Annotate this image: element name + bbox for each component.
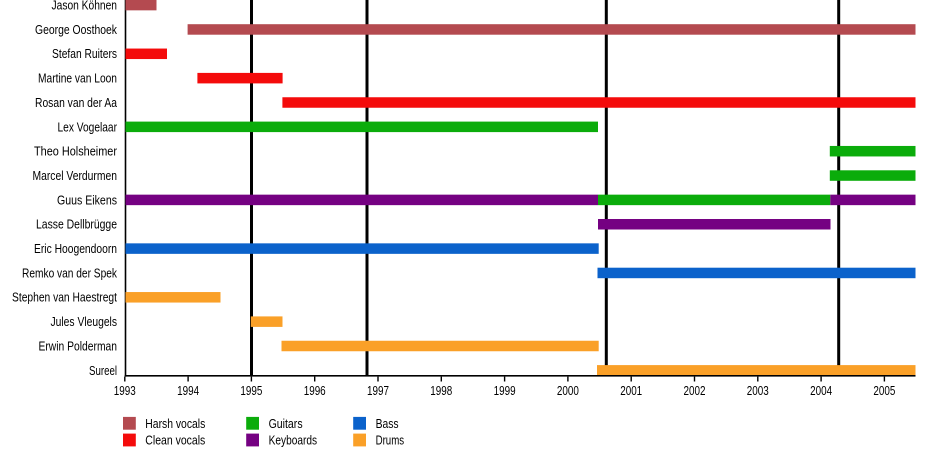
svg-text:Bass: Bass	[376, 417, 399, 431]
svg-text:Theo Holsheimer: Theo Holsheimer	[34, 145, 117, 159]
svg-text:Stephen van Haestregt: Stephen van Haestregt	[12, 291, 117, 305]
svg-text:Drums: Drums	[376, 434, 405, 448]
svg-text:Eric Hoogendoorn: Eric Hoogendoorn	[34, 242, 117, 256]
svg-text:Martine van Loon: Martine van Loon	[38, 72, 117, 86]
svg-text:2001: 2001	[620, 384, 642, 398]
svg-text:Sureel: Sureel	[89, 364, 117, 378]
svg-text:Clean vocals: Clean vocals	[145, 434, 205, 448]
svg-text:Remko van der Spek: Remko van der Spek	[22, 266, 118, 280]
svg-text:Harsh vocals: Harsh vocals	[145, 417, 205, 431]
svg-text:1994: 1994	[177, 384, 199, 398]
svg-text:1997: 1997	[367, 384, 389, 398]
svg-text:Guus Eikens: Guus Eikens	[57, 193, 117, 207]
svg-text:Marcel Verdurmen: Marcel Verdurmen	[33, 169, 118, 183]
svg-text:2005: 2005	[873, 384, 895, 398]
svg-text:2003: 2003	[747, 384, 769, 398]
svg-text:Guitars: Guitars	[269, 417, 303, 431]
svg-text:2002: 2002	[684, 384, 706, 398]
svg-text:2000: 2000	[557, 384, 579, 398]
svg-text:Stefan Ruiters: Stefan Ruiters	[52, 47, 117, 61]
svg-text:1996: 1996	[304, 384, 326, 398]
svg-text:Rosan van der Aa: Rosan van der Aa	[35, 96, 117, 110]
svg-text:George Oosthoek: George Oosthoek	[35, 23, 118, 37]
svg-text:1993: 1993	[114, 384, 136, 398]
svg-text:Lasse Dellbrügge: Lasse Dellbrügge	[36, 218, 117, 232]
svg-text:1998: 1998	[430, 384, 452, 398]
svg-text:Jules Vleugels: Jules Vleugels	[51, 315, 118, 329]
svg-text:Erwin Polderman: Erwin Polderman	[39, 339, 118, 353]
svg-text:2004: 2004	[810, 384, 832, 398]
svg-text:Lex Vogelaar: Lex Vogelaar	[58, 120, 118, 134]
svg-text:Jason Köhnen: Jason Köhnen	[52, 0, 118, 13]
svg-text:1999: 1999	[494, 384, 516, 398]
svg-text:Keyboards: Keyboards	[269, 434, 318, 448]
svg-text:1995: 1995	[240, 384, 262, 398]
